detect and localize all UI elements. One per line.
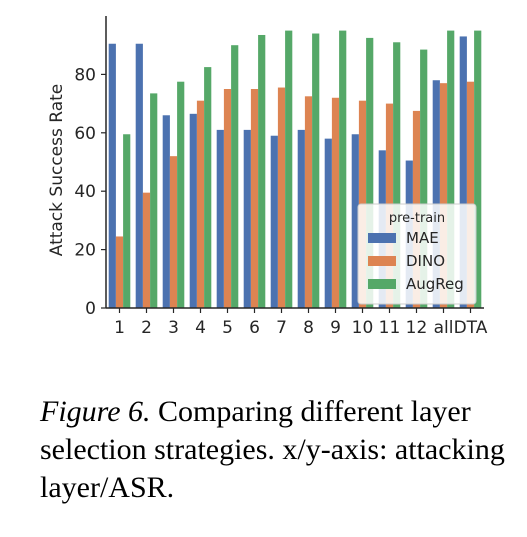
legend-swatch-augreg [368, 279, 396, 289]
legend-title: pre-train [389, 211, 445, 226]
y-tick-label: 0 [85, 299, 96, 319]
bar-dino-7 [277, 87, 286, 308]
x-tick-label: 11 [379, 318, 401, 338]
bar-augreg-2 [150, 93, 158, 308]
x-ticks-group: 1 2 3 4 5 6 7 8 9 10 11 12 all DTA [114, 308, 488, 338]
bar-mae-3 [162, 115, 170, 308]
bar-augreg-1 [123, 134, 131, 308]
figure-caption: Figure 6. Comparing different layer sele… [40, 393, 510, 507]
figure-label: Figure 6. [40, 395, 151, 428]
y-tick-label: 80 [74, 65, 96, 85]
x-tick-label: 2 [141, 318, 152, 338]
bar-augreg-DTA [474, 30, 482, 308]
bar-augreg-7 [285, 30, 293, 308]
legend-swatch-dino [368, 256, 396, 266]
y-ticks-group: 0 20 40 60 80 [74, 65, 106, 319]
legend-label-dino: DINO [406, 252, 445, 270]
bar-dino-5 [223, 89, 232, 308]
bar-dino-4 [196, 100, 205, 309]
x-tick-label: 8 [303, 318, 314, 338]
bar-augreg-9 [339, 30, 347, 308]
legend-label-augreg: AugReg [406, 275, 464, 293]
x-tick-label: all [434, 318, 454, 338]
bar-mae-1 [108, 43, 116, 309]
bar-dino-1 [115, 236, 124, 308]
bar-dino-8 [304, 96, 313, 308]
x-tick-label: 4 [195, 318, 206, 338]
bar-augreg-3 [177, 81, 185, 308]
bar-mae-2 [135, 43, 143, 309]
legend-swatch-mae [368, 233, 396, 243]
bar-augreg-5 [231, 45, 239, 308]
bar-dino-6 [250, 89, 259, 308]
bar-mae-all [432, 80, 440, 309]
y-tick-label: 20 [74, 241, 96, 261]
legend-label-mae: MAE [406, 229, 439, 247]
x-tick-label: 6 [249, 318, 260, 338]
x-tick-label: 7 [276, 318, 287, 338]
bar-mae-DTA [459, 36, 467, 308]
x-tick-label: DTA [454, 318, 488, 338]
x-tick-label: 9 [330, 318, 341, 338]
x-tick-label: 3 [168, 318, 179, 338]
bar-augreg-12 [420, 49, 428, 308]
y-tick-label: 60 [74, 124, 96, 144]
figure-caption-text: Comparing different layer selection stra… [40, 395, 505, 504]
y-tick-label: 40 [74, 182, 96, 202]
bar-augreg-6 [258, 34, 266, 308]
bar-augreg-8 [312, 33, 320, 309]
legend: pre-train MAE DINO AugReg [357, 203, 477, 305]
bar-mae-8 [297, 129, 305, 308]
bar-augreg-10 [366, 37, 374, 309]
bar-mae-10 [351, 134, 359, 308]
bar-dino-2 [142, 192, 151, 308]
y-axis-title: Attack Success Rate [47, 84, 67, 257]
bar-dino-9 [331, 97, 340, 308]
x-tick-label: 12 [406, 318, 428, 338]
bar-augreg-11 [393, 42, 401, 308]
bar-mae-7 [270, 135, 278, 308]
bar-dino-3 [169, 156, 178, 308]
bar-augreg-4 [204, 67, 212, 308]
bar-mae-6 [243, 129, 251, 308]
bar-mae-9 [324, 138, 332, 308]
bar-dino-all [439, 83, 448, 308]
x-tick-label: 10 [352, 318, 374, 338]
bar-mae-5 [216, 129, 224, 308]
bar-dino-DTA [466, 81, 475, 308]
bar-augreg-all [447, 30, 455, 308]
bars-group [108, 30, 482, 309]
x-tick-label: 5 [222, 318, 233, 338]
bar-mae-4 [189, 113, 197, 308]
x-tick-label: 1 [114, 318, 125, 338]
